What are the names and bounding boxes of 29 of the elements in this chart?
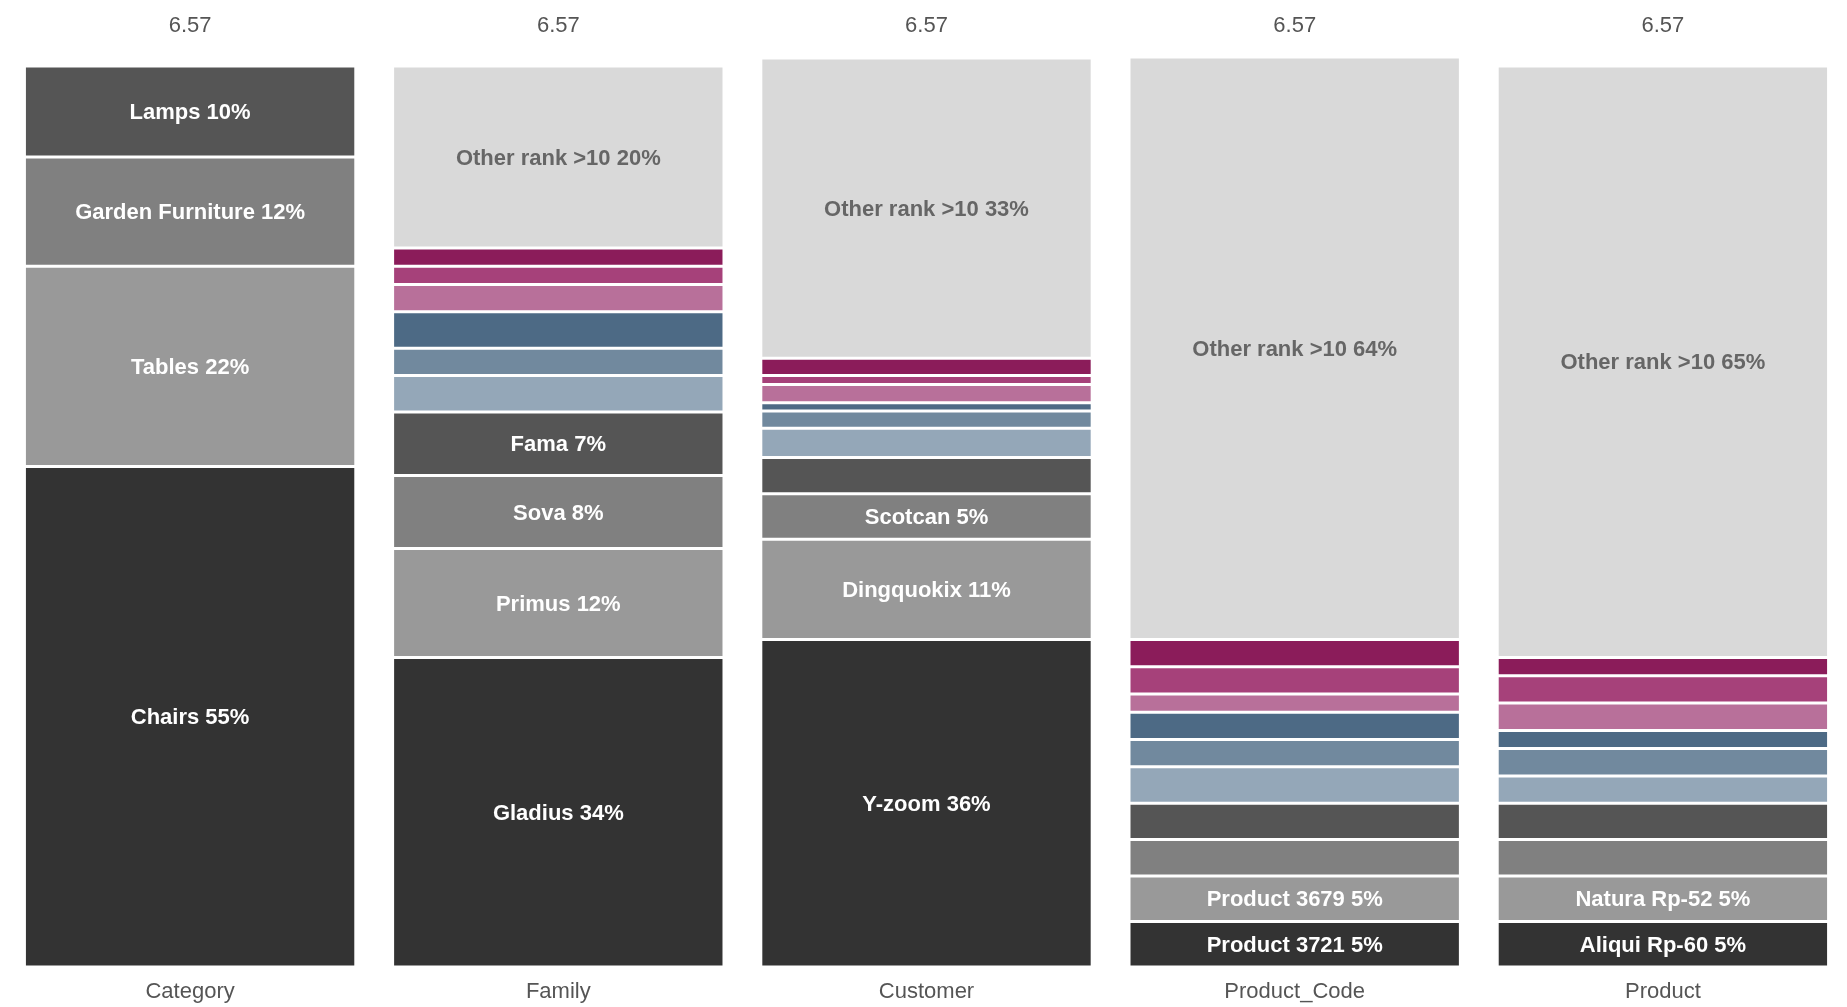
- data-label: Lamps 10%: [129, 99, 251, 125]
- data-label: Fama 7%: [510, 431, 606, 457]
- x-tick-label: Product: [1624, 977, 1701, 1003]
- data-label: Other rank >10 33%: [824, 195, 1029, 221]
- text: 6.57: [1273, 11, 1317, 37]
- data-label: Scotcan 5%: [864, 504, 989, 530]
- text: 6.57: [905, 11, 948, 37]
- data-label: Primus 12%: [495, 590, 621, 616]
- x-tick-label: Family: [525, 977, 591, 1003]
- data-label: Tables 22%: [130, 353, 250, 379]
- data-label: Garden Furniture 12%: [75, 199, 306, 225]
- x-tick-label: Customer: [878, 977, 975, 1003]
- x-tick-label: Product_Code: [1224, 977, 1366, 1003]
- data-label: Chairs 55%: [130, 704, 250, 730]
- text: 6.57: [1641, 11, 1685, 37]
- data-label: Other rank >10 65%: [1560, 349, 1766, 375]
- data-label: Dingquokix 11%: [842, 576, 1011, 602]
- data-label: Product 3679 5%: [1206, 886, 1383, 912]
- data-label: Other rank >10 20%: [455, 144, 661, 170]
- data-label: Gladius 34%: [492, 799, 624, 825]
- data-label: Y-zoom 36%: [862, 790, 991, 816]
- text: 6.57: [168, 11, 212, 37]
- data-label: Aliqui Rp-60 5%: [1579, 931, 1747, 957]
- data-label: Other rank >10 64%: [1192, 335, 1398, 361]
- data-label: Product 3721 5%: [1206, 931, 1383, 957]
- x-tick-label: Category: [145, 977, 235, 1003]
- data-label: Sova 8%: [513, 499, 604, 525]
- text: 6.57: [536, 11, 580, 37]
- data-label: Natura Rp-52 5%: [1575, 886, 1751, 912]
